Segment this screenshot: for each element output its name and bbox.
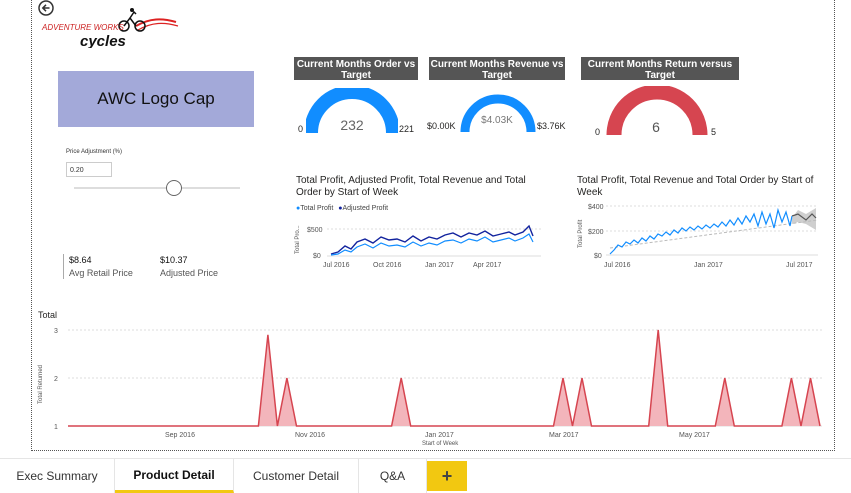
kpi-orders-max: 221 (399, 124, 415, 134)
returns-xtick-nov16: Nov 2016 (295, 432, 325, 439)
returns-ytick-1: 1 (54, 424, 58, 431)
revenue-xtick-jul17: Jul 2017 (786, 262, 813, 269)
kpi-orders-value: 232 (340, 117, 364, 133)
profit-xtick-oct16: Oct 2016 (373, 262, 402, 269)
kpi-orders-gauge[interactable] (306, 88, 398, 136)
returns-xtick-jan17: Jan 2017 (425, 432, 454, 439)
product-name-card: AWC Logo Cap (58, 71, 254, 127)
price-adjustment-track[interactable] (74, 187, 240, 189)
revenue-chart-ylabel: Total Profit (578, 219, 584, 248)
add-page-button[interactable]: + (427, 461, 467, 491)
returns-line (68, 329, 821, 427)
page-tabs: Exec Summary Product Detail Customer Det… (0, 458, 851, 493)
returns-xtick-sep16: Sep 2016 (165, 432, 195, 439)
revenue-xtick-jan17: Jan 2017 (694, 262, 723, 269)
returns-xtick-may17: May 2017 (679, 432, 710, 439)
returns-chart-ylabel: Total Returned (38, 365, 44, 404)
returns-ytick-2: 2 (54, 376, 58, 383)
tab-product-detail[interactable]: Product Detail (115, 459, 234, 493)
avg-retail-price-label: Avg Retail Price (69, 268, 133, 278)
kpi-returns-gauge[interactable] (606, 86, 708, 138)
profit-ytick-500: $500 (307, 227, 323, 234)
profit-chart-ylabel: Total Pro... (295, 225, 301, 254)
revenue-ytick-200: $200 (588, 229, 604, 236)
kpi-revenue-min: $0.00K (427, 121, 456, 131)
price-adjustment-title: Price Adjustment (%) (66, 149, 123, 155)
returns-xtick-mar17: Mar 2017 (549, 432, 579, 439)
returns-ytick-3: 3 (54, 328, 58, 335)
legend-total-profit[interactable]: Total Profit (300, 205, 334, 212)
returns-area-chart[interactable]: Total Returned 3 2 1 Sep 2016 Nov 2016 J… (34, 320, 828, 450)
profit-ytick-0: $0 (313, 253, 321, 260)
price-adjustment-slider-handle[interactable] (166, 180, 182, 196)
adjusted-price-value: $10.37 (160, 255, 188, 265)
kpi-orders-min: 0 (298, 124, 304, 134)
profit-xtick-jan17: Jan 2017 (425, 262, 454, 269)
kpi-returns-max: 5 (711, 127, 717, 137)
tab-exec-summary[interactable]: Exec Summary (0, 459, 115, 493)
returns-chart-xlabel: Start of Week (422, 441, 459, 447)
tab-customer-detail[interactable]: Customer Detail (234, 459, 359, 493)
profit-line-chart[interactable]: Total Pro... $500 $0 Jul 2016 Oct 2016 J… (293, 218, 551, 270)
kpi-returns-title: Current Months Return versus Target (581, 57, 739, 81)
legend-adjusted-profit[interactable]: Adjusted Profit (342, 205, 389, 212)
revenue-ytick-0: $0 (594, 253, 602, 260)
kpi-returns-min: 0 (595, 127, 601, 137)
revenue-xtick-jul16: Jul 2016 (604, 262, 631, 269)
kpi-returns-value: 6 (652, 119, 660, 135)
kpi-revenue-gauge[interactable] (460, 90, 536, 134)
report-canvas (31, 0, 835, 451)
price-adjustment-input[interactable]: 0.20 (66, 162, 112, 177)
revenue-chart-title: Total Profit, Total Revenue and Total Or… (577, 175, 814, 198)
logo-text-bottom: cycles (80, 33, 126, 48)
revenue-ytick-400: $400 (588, 204, 604, 211)
profit-xtick-apr17: Apr 2017 (473, 262, 502, 269)
profit-xtick-jul16: Jul 2016 (323, 262, 350, 269)
returns-chart-title: Total (38, 310, 58, 320)
kpi-orders-title: Current Months Order vs Target (294, 57, 418, 81)
logo-text-top: ADVENTURE WORKS (41, 23, 124, 32)
revenue-line-chart[interactable]: Total Profit $400 $200 $0 Jul 2016 Jan 2… (574, 200, 822, 270)
profit-chart-title: Total Profit, Adjusted Profit, Total Rev… (296, 175, 526, 198)
avg-retail-price-value: $8.64 (69, 255, 92, 265)
adventure-works-logo: ADVENTURE WORKS cycles (41, 8, 179, 48)
profit-chart-legend: ●Total Profit ●Adjusted Profit (296, 205, 389, 212)
kpi-revenue-max: $3.76K (537, 121, 566, 131)
price-divider (63, 254, 64, 279)
back-arrow-icon[interactable] (38, 0, 54, 16)
kpi-revenue-value: $4.03K (481, 115, 513, 126)
adjusted-price-label: Adjusted Price (160, 268, 219, 278)
tab-qa[interactable]: Q&A (359, 459, 427, 493)
kpi-revenue-title: Current Months Revenue vs Target (429, 57, 565, 81)
product-name: AWC Logo Cap (97, 89, 215, 108)
